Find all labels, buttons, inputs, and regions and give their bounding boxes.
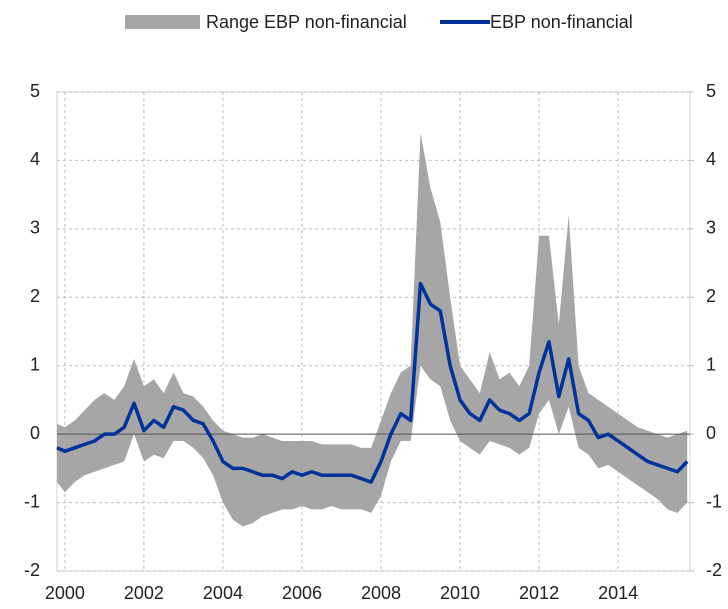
- y2-tick-label: -1: [706, 491, 722, 511]
- y2-tick-label: -2: [706, 560, 722, 580]
- y-tick-label: 2: [30, 286, 40, 306]
- y2-tick-label: 0: [706, 423, 716, 443]
- legend-swatch: [125, 15, 200, 29]
- y-tick-label: -1: [24, 491, 40, 511]
- y-tick-label: 5: [30, 81, 40, 101]
- x-tick-label: 2014: [598, 583, 638, 603]
- x-tick-label: 2000: [45, 583, 85, 603]
- x-tick-label: 2012: [519, 583, 559, 603]
- x-tick-label: 2010: [440, 583, 480, 603]
- legend-label: Range EBP non-financial: [206, 12, 407, 32]
- y-tick-label: -2: [24, 560, 40, 580]
- y2-tick-label: 1: [706, 354, 716, 374]
- y-tick-label: 3: [30, 218, 40, 238]
- y2-tick-label: 2: [706, 286, 716, 306]
- x-tick-label: 2006: [282, 583, 322, 603]
- y-tick-label: 0: [30, 423, 40, 443]
- line: [56, 281, 689, 484]
- y-tick-label: 4: [30, 149, 40, 169]
- x-tick-label: 2008: [361, 583, 401, 603]
- y2-tick-label: 5: [706, 81, 716, 101]
- y2-tick-label: 4: [706, 149, 716, 169]
- y2-tick-label: 3: [706, 218, 716, 238]
- x-tick-label: 2002: [124, 583, 164, 603]
- plot-area: [56, 91, 691, 572]
- x-tick-label: 2004: [203, 583, 243, 603]
- y-tick-label: 1: [30, 354, 40, 374]
- range-area: [57, 133, 688, 527]
- legend-label: EBP non-financial: [490, 12, 633, 32]
